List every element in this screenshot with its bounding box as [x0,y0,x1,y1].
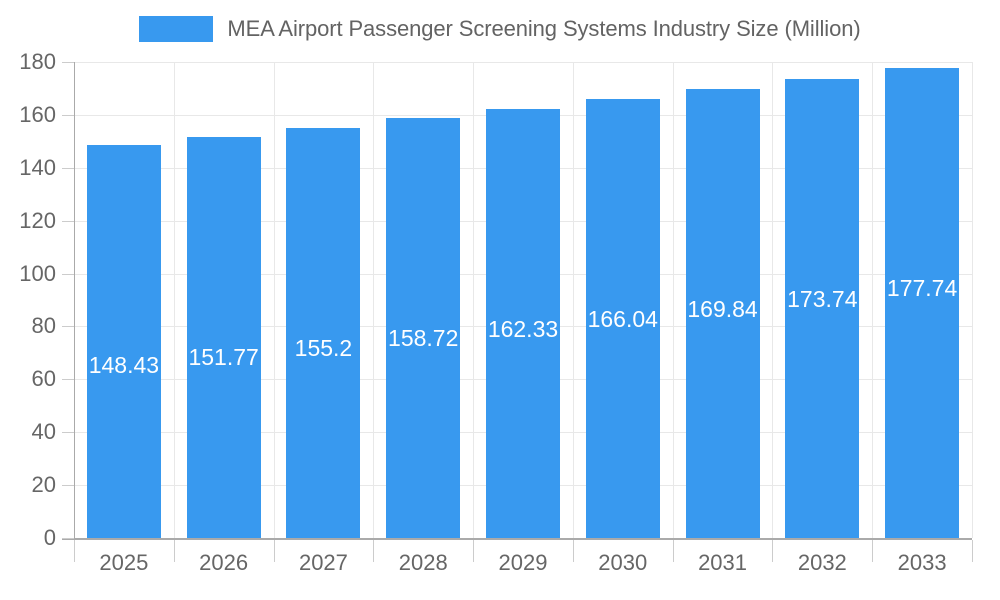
y-axis-line [74,62,75,539]
bar[interactable] [785,78,860,538]
x-tick-label: 2030 [598,550,648,575]
y-tick-label: 100 [19,260,56,286]
y-tick-label: 180 [19,49,56,74]
y-tick-label: 20 [31,472,56,498]
bar-value-label: 155.2 [294,334,353,361]
y-tick-label: 160 [19,101,56,127]
x-tick-mark [274,540,275,562]
bar[interactable] [186,136,261,538]
x-tick-label: 2033 [897,550,947,575]
y-tick-mark [62,326,74,328]
bar[interactable] [486,108,560,538]
y-tick-mark [62,220,74,222]
x-tick-label: 2026 [199,550,249,575]
plot-area: 148.43 151.77 155.2 158.72 162.33 166.04 169.8… [74,62,973,539]
y-tick-mark [62,538,74,539]
y-tick-label: 80 [31,313,56,339]
bar-value-label: 148.43 [88,352,160,379]
x-tick-label: 2028 [398,550,448,575]
bar-value-label: 158.72 [388,325,459,352]
bar-value-label: 166.04 [587,305,658,332]
x-tick-label: 2025 [99,550,149,575]
x-tick-mark [972,540,973,562]
y-tick-label: 40 [31,419,56,445]
y-tick-label: 60 [31,366,56,392]
chart-legend: MEA Airport Passenger Screening Systems … [0,12,1000,46]
bar[interactable] [86,145,161,538]
bar[interactable] [585,98,660,538]
x-gridline [772,62,773,538]
x-tick-mark [473,540,474,562]
y-tick-label: 140 [19,154,56,180]
x-tick-mark [872,540,873,562]
x-gridline [872,62,873,538]
y-tick-mark [62,432,74,434]
y-tick-label: 120 [19,207,56,233]
x-gridline [573,62,574,538]
y-tick-mark [62,273,74,275]
x-tick-label: 2032 [797,550,847,575]
x-tick-mark [373,540,374,562]
bar[interactable] [286,127,361,538]
y-gridline [74,62,972,63]
y-tick-label: 0 [43,525,56,550]
y-tick-mark [62,379,74,381]
y-tick-mark [62,167,74,169]
bar-value-label: 169.84 [687,295,758,322]
x-tick-mark [673,540,674,562]
bar-value-label: 162.33 [487,315,559,342]
x-tick-label: 2029 [498,550,548,575]
x-gridline [473,62,474,538]
x-gridline [274,62,275,538]
legend-swatch-series-1[interactable] [139,16,214,42]
bar-value-label: 151.77 [188,343,259,370]
x-gridline [673,62,674,538]
x-gridline [972,62,973,538]
x-gridline [373,62,374,538]
x-tick-label: 2031 [698,550,748,575]
x-tick-mark [772,540,773,562]
bar-value-label: 173.74 [787,285,858,312]
legend-label-series-1[interactable]: MEA Airport Passenger Screening Systems … [227,16,861,41]
y-axis-labels: 0 20 40 60 80 100 120 140 160 180 [0,0,56,600]
bar-value-label: 177.74 [886,274,958,301]
x-tick-mark [174,540,175,562]
bar[interactable] [885,67,960,538]
bar[interactable] [685,88,760,538]
x-tick-label: 2027 [298,550,348,575]
bar[interactable] [386,118,461,538]
x-tick-mark [573,540,574,562]
y-tick-mark [62,485,74,487]
y-tick-mark [62,62,74,63]
x-axis-line [62,538,972,540]
y-tick-mark [62,114,74,116]
x-gridline [174,62,175,538]
x-tick-mark [74,540,75,562]
